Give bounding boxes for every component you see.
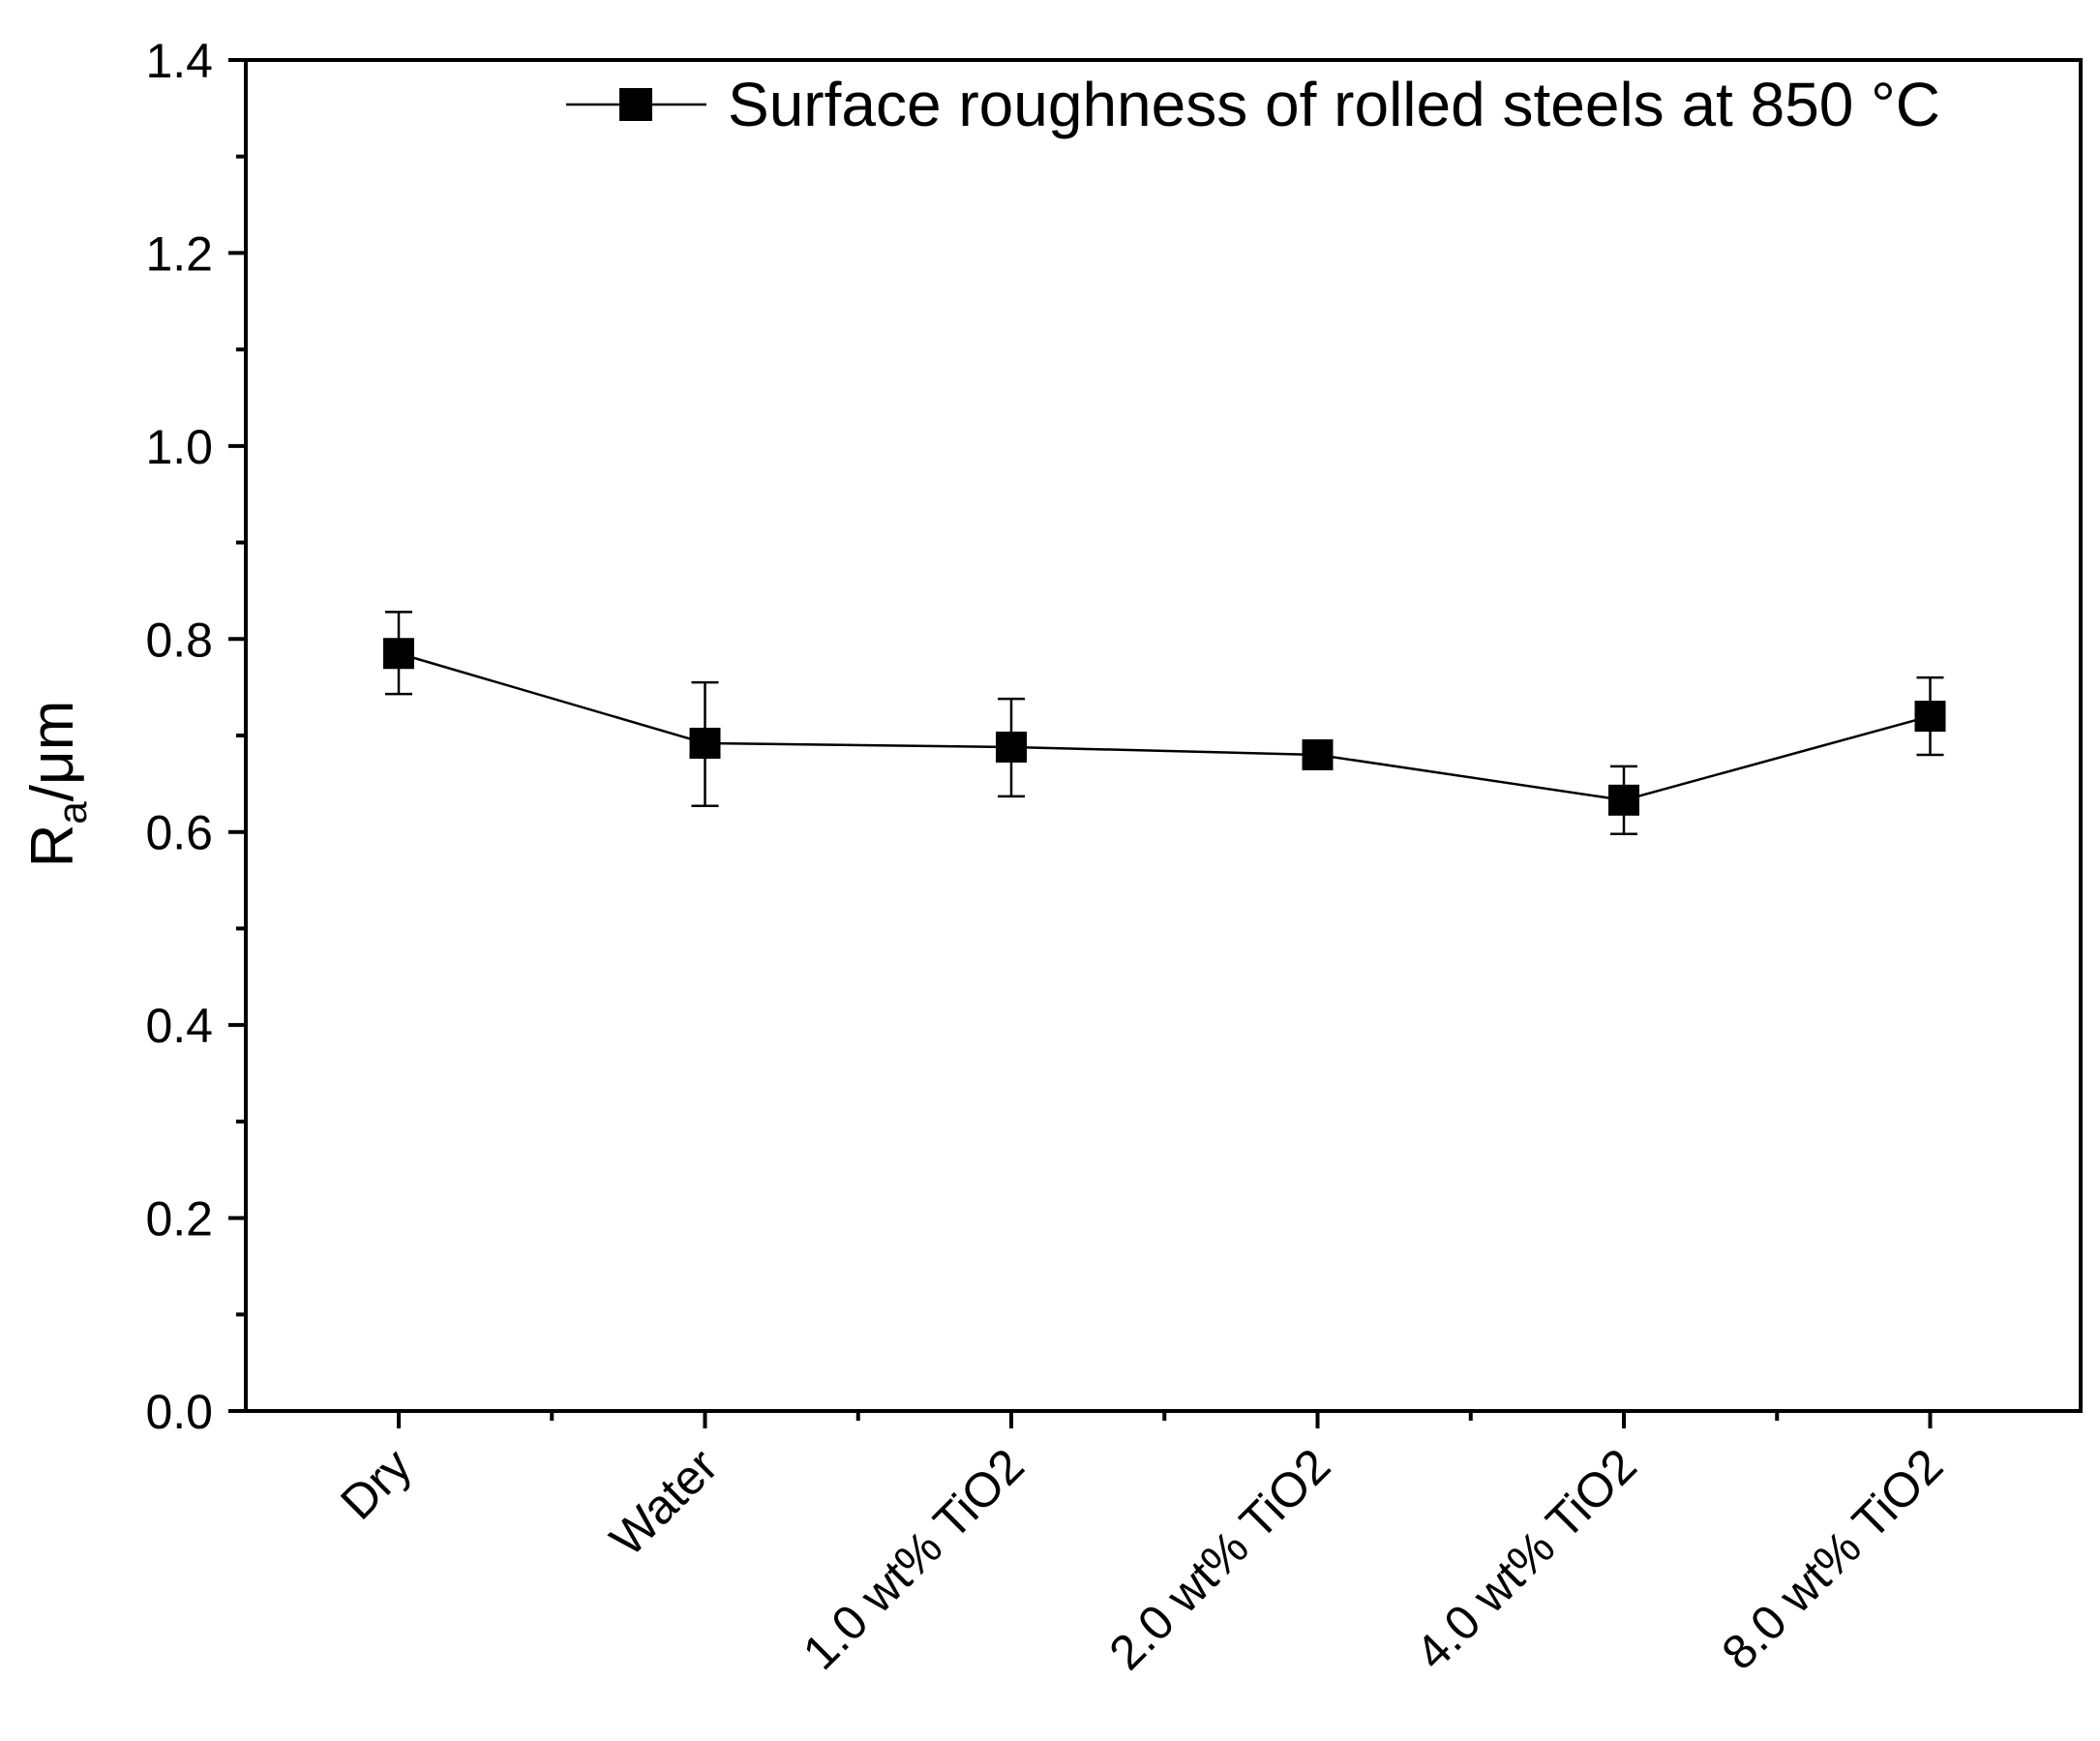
y-tick-label: 0.2	[145, 1192, 213, 1246]
y-axis-title-subscript: a	[49, 801, 95, 825]
legend: Surface roughness of rolled steels at 85…	[566, 70, 1940, 139]
y-tick-label: 0.0	[145, 1385, 213, 1439]
y-axis-title-unit: /μm	[19, 701, 86, 802]
y-axis-title-main: R	[19, 825, 86, 868]
x-tick-label: 2.0 wt% TiO2	[1098, 1438, 1340, 1680]
y-tick-label: 0.4	[145, 999, 213, 1053]
y-tick-label: 1.4	[145, 34, 213, 88]
x-tick-label: Dry	[330, 1438, 422, 1530]
data-point	[383, 638, 414, 670]
series-layer	[383, 611, 1946, 835]
y-tick-label: 0.6	[145, 806, 213, 860]
data-point	[1302, 738, 1334, 770]
y-axis: 0.0 0.2 0.4 0.6 0.8 1.0 1.2 1.4	[145, 34, 246, 1439]
x-axis: Dry Water 1.0 wt% TiO2 2.0 wt% TiO2 4.0 wt% …	[330, 1411, 1953, 1680]
series-line	[398, 652, 1931, 802]
y-axis-title: Ra/μm	[19, 701, 95, 868]
y-tick-label: 1.2	[145, 226, 213, 281]
legend-label: Surface roughness of rolled steels at 85…	[728, 70, 1940, 139]
legend-marker	[619, 88, 652, 121]
y-tick-label: 0.8	[145, 613, 213, 667]
data-point	[996, 731, 1027, 763]
x-tick-label: 1.0 wt% TiO2	[793, 1438, 1035, 1680]
x-tick-label: Water	[600, 1438, 729, 1567]
data-point	[1608, 784, 1639, 816]
data-point	[689, 727, 721, 759]
x-tick-label: 8.0 wt% TiO2	[1711, 1438, 1953, 1680]
plot-frame	[244, 58, 2083, 1413]
x-tick-label: 4.0 wt% TiO2	[1405, 1438, 1647, 1680]
y-tick-label: 1.0	[145, 420, 213, 474]
data-point	[1914, 701, 1946, 733]
